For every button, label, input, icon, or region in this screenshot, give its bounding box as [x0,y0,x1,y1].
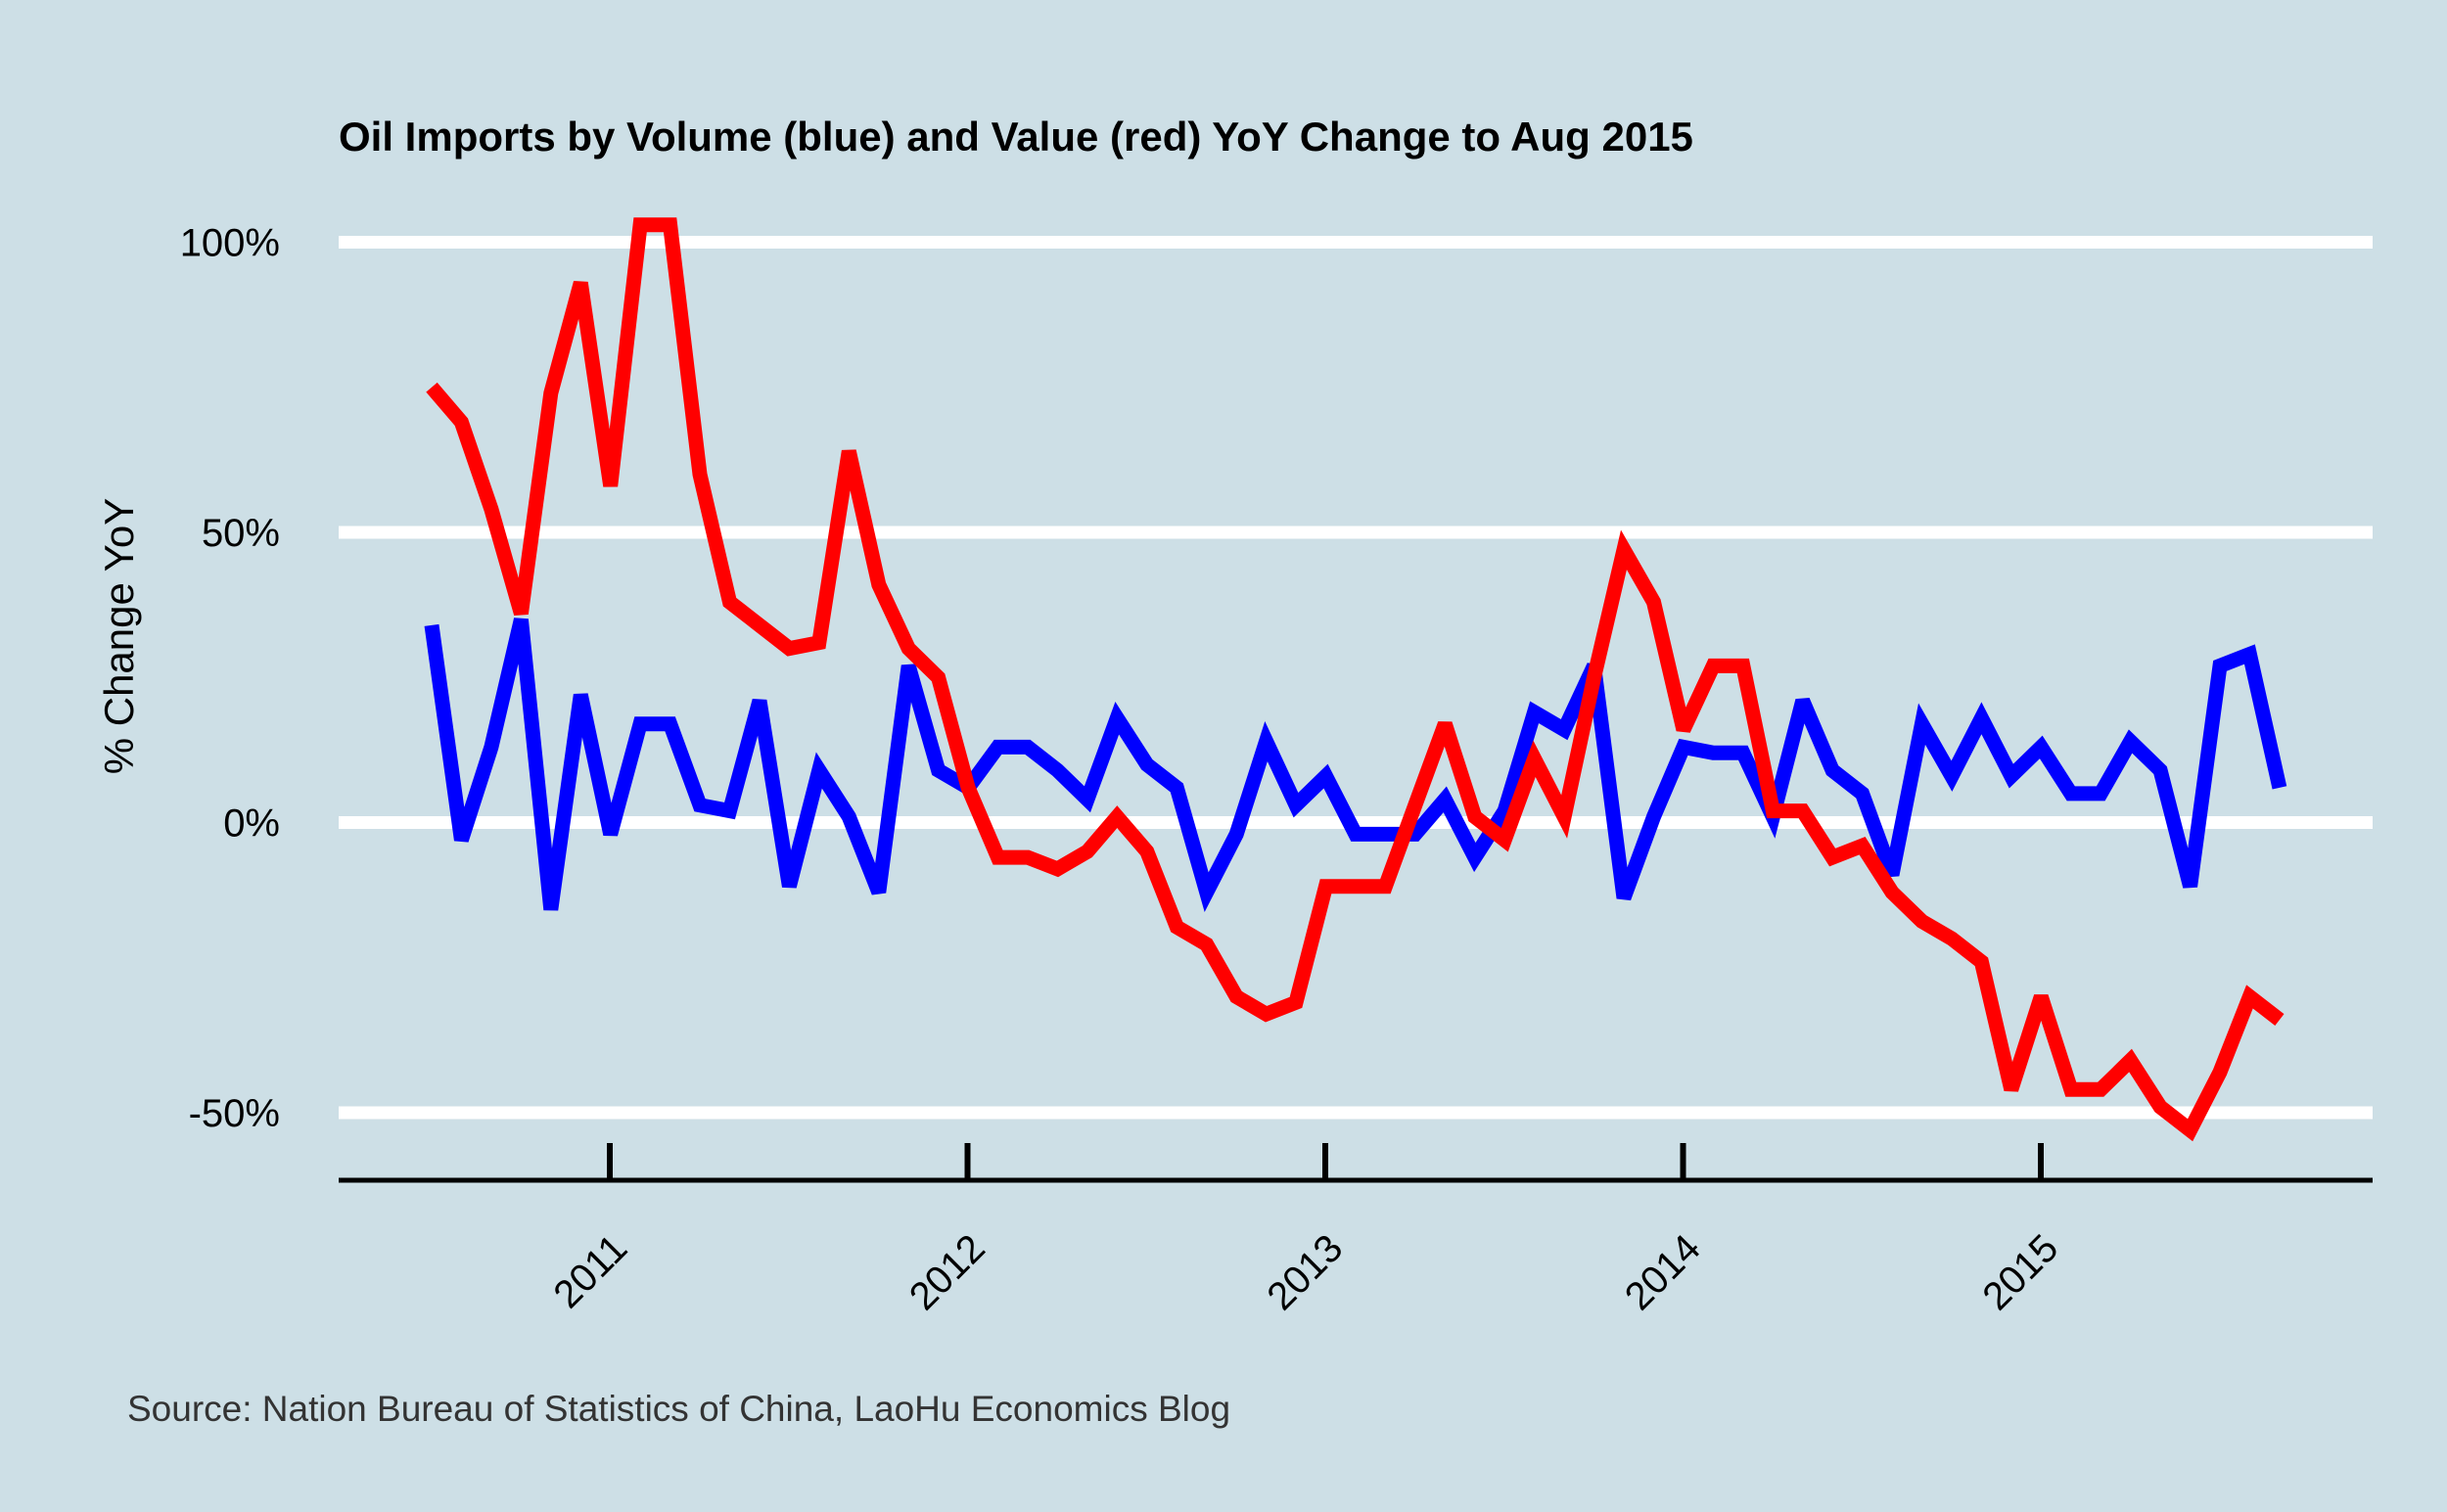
y-tick-label: -50% [189,1092,280,1135]
x-tick-label: 2015 [1974,1226,2066,1318]
y-tick-label: 50% [202,512,280,555]
series-line-value [426,217,2285,1142]
y-axis-label: % Change YoY [96,498,142,775]
plot-area [424,217,2287,1142]
x-tick-label: 2011 [545,1226,635,1316]
gridlines [339,236,2373,1120]
y-axis: -50% 0% 50% 100% [180,222,280,1136]
x-axis: 2011 2012 2013 2014 2015 [339,1143,2373,1318]
series-line-volume [424,618,2287,913]
x-tick-label: 2014 [1617,1226,1709,1318]
x-tick-label: 2012 [901,1226,993,1318]
source-note: Source: Nation Bureau of Statistics of C… [127,1389,1230,1429]
y-tick-label: 0% [223,802,280,846]
chart-title: Oil Imports by Volume (blue) and Value (… [339,114,1693,160]
y-tick-label: 100% [180,222,280,265]
x-tick-label: 2013 [1259,1226,1351,1318]
